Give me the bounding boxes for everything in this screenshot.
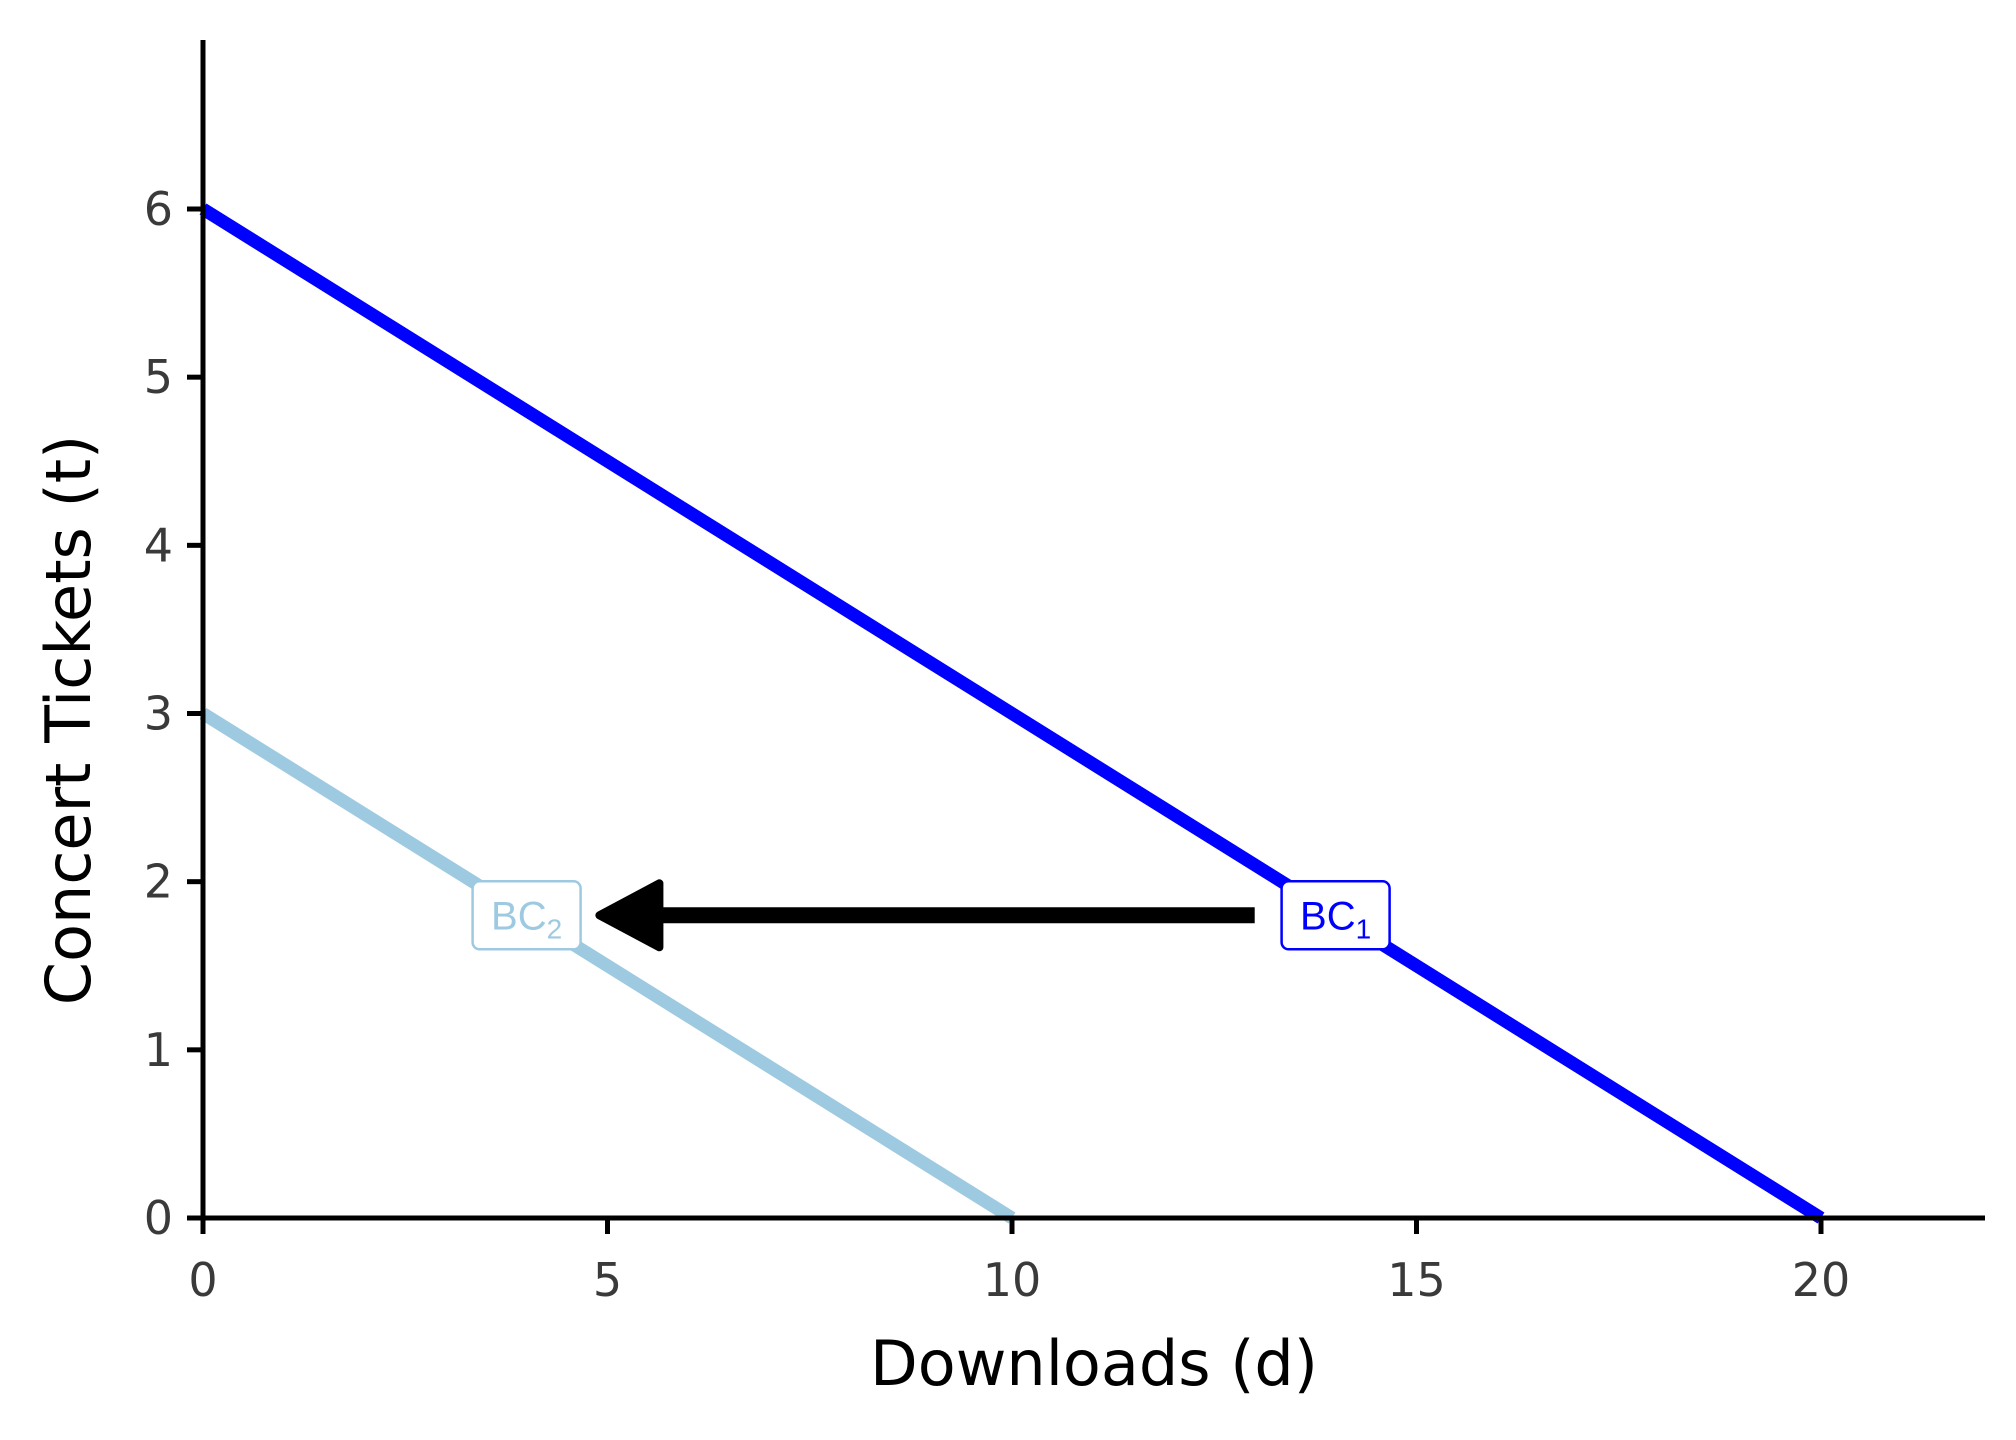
x-tick-label: 0: [188, 1253, 217, 1307]
x-tick-label: 20: [1792, 1253, 1851, 1307]
y-tick-label: 4: [144, 518, 173, 572]
y-tick-label: 2: [144, 855, 173, 909]
series-label-text: BC2: [491, 894, 562, 944]
arrow-head: [595, 879, 664, 952]
ticks: 0 5 10 15 20 0 1 2 3 4 5 6: [144, 182, 1851, 1307]
series-label-box: [471, 880, 582, 951]
y-tick-label: 0: [144, 1191, 173, 1245]
y-tick-label: 3: [144, 687, 173, 741]
x-axis-title: Downloads (d): [870, 1327, 1318, 1400]
y-axis-title: Concert Tickets (t): [32, 435, 105, 1005]
series-line-bc2: [199, 707, 1016, 1224]
series-labels: BC1 BC2: [471, 880, 1391, 951]
y-tick-label: 6: [144, 182, 173, 236]
series-line-bc1: [199, 203, 1825, 1224]
budget-lines: [199, 203, 1825, 1224]
x-tick-label: 5: [593, 1253, 622, 1307]
series-label-box: [1280, 880, 1391, 951]
series-label-bc2: BC2: [471, 880, 582, 951]
y-tick-label: 5: [144, 350, 173, 404]
series-label-bc1: BC1: [1280, 880, 1391, 951]
shift-arrow: [595, 879, 1255, 952]
axes: [200, 40, 1985, 1221]
x-tick-label: 15: [1387, 1253, 1446, 1307]
series-label-text: BC1: [1300, 894, 1371, 944]
y-tick-label: 1: [144, 1023, 173, 1077]
x-tick-label: 10: [983, 1253, 1042, 1307]
